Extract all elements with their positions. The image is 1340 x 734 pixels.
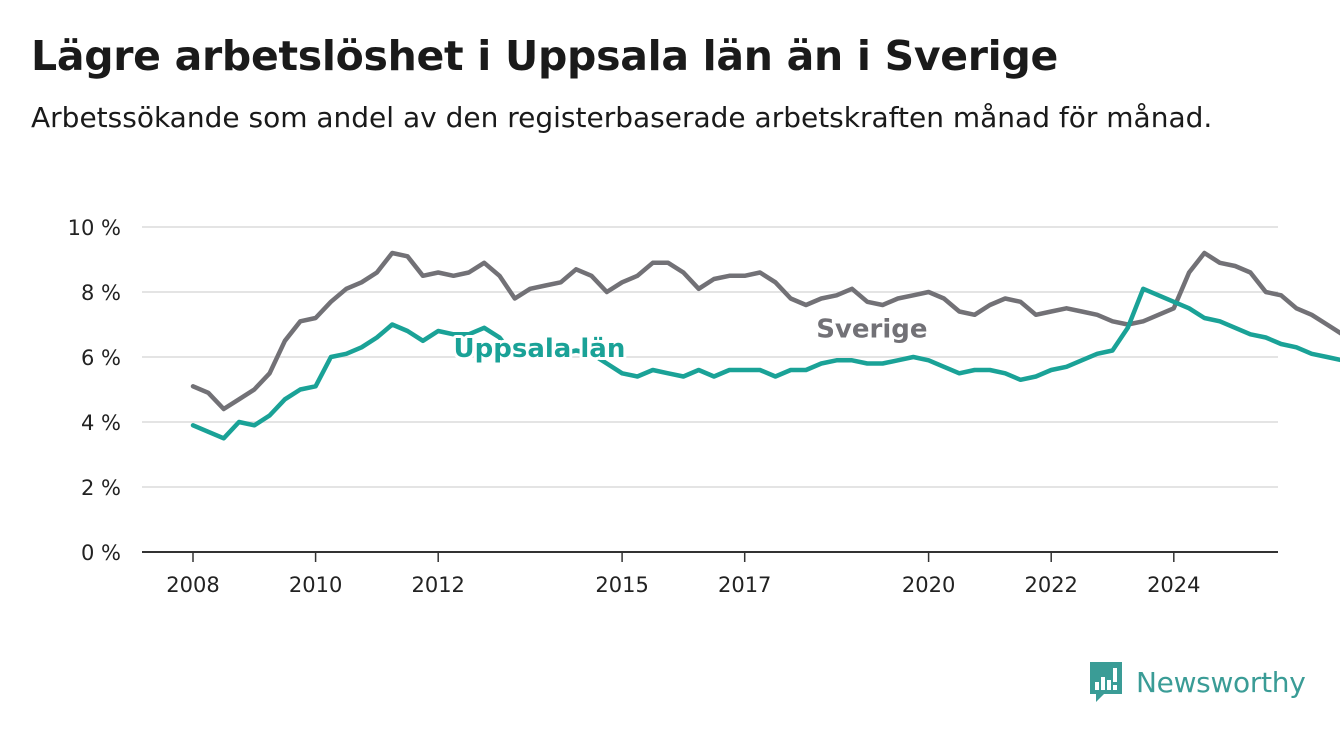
x-tick-label: 2010 <box>289 573 342 597</box>
series-label-uppsala-lan: Uppsala län <box>454 334 626 364</box>
x-tick-label: 2008 <box>166 573 219 597</box>
brand-name: Newsworthy <box>1136 665 1306 699</box>
x-tick-label: 2024 <box>1147 573 1200 597</box>
chart-subtitle: Arbetssökande som andel av den registerb… <box>31 101 1213 134</box>
y-tick-label: 2 % <box>81 476 121 500</box>
x-tick-label: 2017 <box>718 573 771 597</box>
y-tick-label: 4 % <box>81 411 121 435</box>
series-line-uppsala-lan <box>190 286 1340 441</box>
x-tick-label: 2015 <box>595 573 648 597</box>
y-tick-label: 10 % <box>68 216 121 240</box>
bar-chart-icon <box>1090 662 1122 702</box>
x-tick-label: 2020 <box>902 573 955 597</box>
y-tick-label: 6 % <box>81 346 121 370</box>
series-line-sverige <box>190 250 1340 412</box>
y-tick-label: 8 % <box>81 281 121 305</box>
brand-logo: Newsworthy <box>1088 660 1306 704</box>
chart-title: Lägre arbetslöshet i Uppsala län än i Sv… <box>31 32 1058 80</box>
x-tick-label: 2012 <box>411 573 464 597</box>
series-label-sverige: Sverige <box>816 315 927 345</box>
x-tick-label: 2022 <box>1024 573 1077 597</box>
y-tick-label: 0 % <box>81 541 121 565</box>
